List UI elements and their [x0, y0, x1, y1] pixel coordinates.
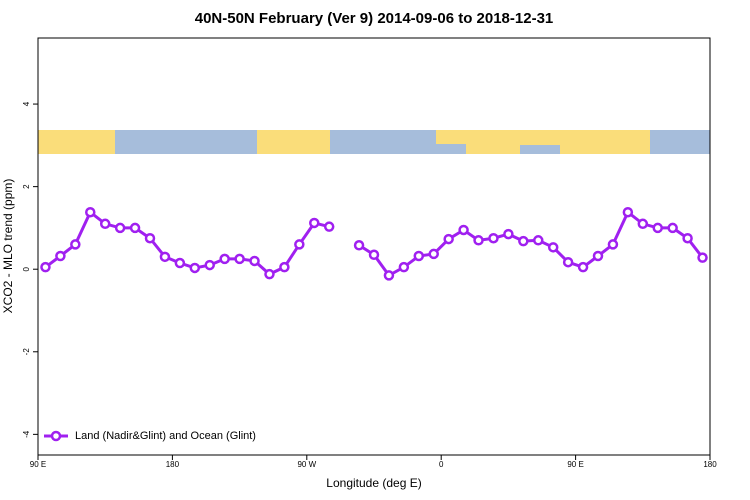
data-point	[264, 268, 275, 280]
data-point	[55, 250, 66, 262]
plot-frame	[37, 37, 711, 456]
map-land	[257, 130, 330, 154]
data-point	[234, 253, 245, 265]
data-point	[159, 251, 171, 263]
data-point	[562, 256, 574, 268]
y-tick-label: -4	[22, 430, 31, 438]
legend-label: Land (Nadir&Glint) and Ocean (Glint)	[75, 430, 256, 442]
x-tick-label: 0	[439, 460, 444, 469]
data-point	[682, 232, 693, 244]
x-axis-label: Longitude (deg E)	[326, 476, 421, 490]
data-point	[577, 261, 589, 273]
x-tick-label: 90 E	[30, 460, 46, 469]
data-point	[398, 261, 410, 273]
data-point	[40, 261, 51, 273]
data-point	[174, 257, 186, 269]
data-point	[607, 239, 619, 250]
data-point	[70, 239, 81, 250]
data-point	[189, 262, 201, 274]
legend-marker	[50, 430, 62, 442]
data-point	[249, 255, 260, 267]
map-band	[38, 130, 710, 154]
data-point	[488, 232, 499, 244]
data-point	[309, 217, 320, 229]
data-point	[503, 228, 514, 240]
x-tick-label: 180	[703, 460, 717, 469]
map-ocean	[520, 145, 560, 154]
map-land	[38, 130, 115, 154]
data-point	[368, 249, 380, 261]
data-point	[129, 222, 141, 234]
data-point	[667, 222, 678, 234]
data-point	[353, 240, 365, 251]
data-point	[622, 206, 634, 218]
data-point	[533, 235, 544, 246]
data-point	[383, 270, 395, 281]
y-tick-label: -2	[22, 348, 31, 356]
data-point	[458, 224, 469, 236]
y-tick-label: 4	[22, 101, 31, 106]
data-point	[518, 235, 529, 247]
data-point	[219, 253, 230, 265]
data-point	[294, 239, 305, 250]
data-point	[697, 252, 708, 263]
data-point	[99, 218, 111, 230]
chart-title: 40N-50N February (Ver 9) 2014-09-06 to 2…	[195, 10, 554, 27]
series-line	[358, 209, 704, 278]
data-point	[85, 206, 96, 218]
y-axis-label: XCO2 - MLO trend (ppm)	[1, 179, 15, 314]
map-land	[436, 130, 466, 144]
data-point	[114, 222, 126, 234]
x-tick-label: 90 E	[567, 460, 583, 469]
data-point	[413, 250, 425, 262]
data-point	[652, 222, 663, 234]
data-point	[637, 218, 649, 230]
y-tick-label: 2	[22, 184, 31, 189]
x-tick-label: 90 W	[297, 460, 316, 469]
data-point	[592, 250, 604, 262]
data-point	[144, 232, 156, 244]
data-point	[323, 221, 335, 232]
data-point	[204, 259, 215, 271]
data-point	[473, 235, 484, 246]
data-point	[279, 261, 290, 273]
y-tick-label: 0	[22, 266, 31, 271]
data-point	[547, 242, 559, 253]
data-point	[428, 248, 439, 260]
x-tick-label: 180	[166, 460, 180, 469]
data-point	[443, 233, 454, 245]
